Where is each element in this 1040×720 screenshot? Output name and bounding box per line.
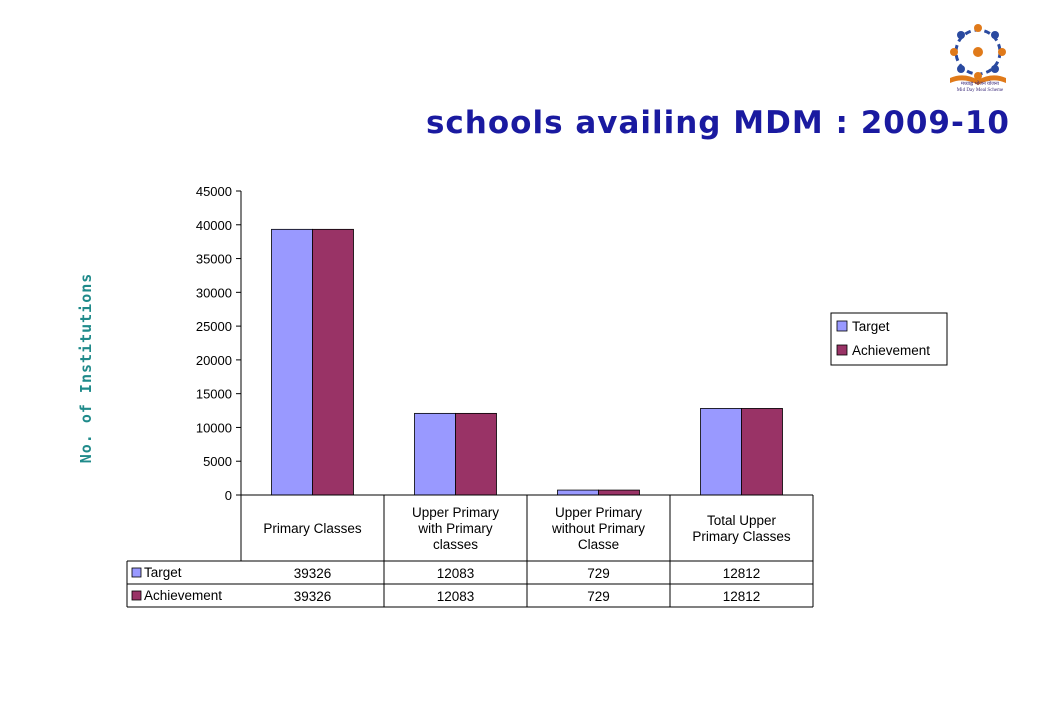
bar-achievement-3: [741, 408, 783, 496]
table-legend-key: [131, 590, 142, 601]
legend-box: [830, 312, 948, 366]
x-category-label: Upper Primary: [412, 505, 499, 520]
table-data-label: 12083: [437, 589, 475, 604]
bar-target-2: [557, 489, 599, 496]
bar-target-1: [414, 412, 456, 496]
x-category-label: Classe: [578, 537, 619, 552]
logo-caption: मध्याह्न भोजन योजना Mid Day Meal Scheme: [946, 82, 1014, 94]
x-category-label: Primary Classes: [692, 529, 791, 544]
logo-children-ring-icon: [950, 24, 1006, 80]
table-legend-key: [131, 567, 142, 578]
x-category-label: classes: [433, 537, 478, 552]
y-tick-label: 10000: [196, 420, 232, 435]
legend-entry: Achievement: [852, 343, 930, 358]
bar-target-3: [700, 408, 742, 496]
y-tick-label: 15000: [196, 387, 232, 402]
y-tick-label: 30000: [196, 285, 232, 300]
legend-swatch: [836, 344, 848, 356]
bar-achievement-1: [455, 412, 497, 496]
logo-caption-english: Mid Day Meal Scheme: [956, 88, 1004, 93]
table-data-label: 729: [587, 566, 610, 581]
table-data-label: 12812: [723, 589, 761, 604]
legend-swatch: [836, 320, 848, 332]
bar-target-0: [271, 228, 313, 496]
x-category-label: without Primary: [551, 521, 645, 536]
y-tick-label: 45000: [196, 184, 232, 199]
logo-caption-hindi: मध्याह्न भोजन योजना: [961, 82, 999, 87]
table-data-label: 729: [587, 589, 610, 604]
legend-entry: Target: [852, 319, 890, 334]
page-title: schools availing MDM : 2009-10: [425, 105, 1010, 141]
y-tick-label: 40000: [196, 218, 232, 233]
y-tick-label: 35000: [196, 252, 232, 267]
table-series-label: Achievement: [144, 588, 222, 603]
bar-achievement-2: [598, 489, 640, 496]
bar-achievement-0: [312, 228, 354, 496]
x-category-label: Primary Classes: [263, 521, 362, 536]
table-data-label: 12812: [723, 566, 761, 581]
x-category-label: Upper Primary: [555, 505, 642, 520]
table-data-label: 12083: [437, 566, 475, 581]
y-tick-label: 25000: [196, 319, 232, 334]
y-tick-label: 0: [225, 488, 232, 503]
table-series-label: Target: [144, 565, 182, 580]
mid-day-meal-logo: [950, 24, 1006, 85]
y-tick-label: 5000: [203, 454, 232, 469]
x-category-label: Total Upper: [707, 513, 777, 528]
table-data-label: 39326: [294, 589, 332, 604]
y-tick-label: 20000: [196, 353, 232, 368]
table-data-label: 39326: [294, 566, 332, 581]
x-category-label: with Primary: [417, 521, 493, 536]
logo-book-icon: [950, 75, 1006, 85]
